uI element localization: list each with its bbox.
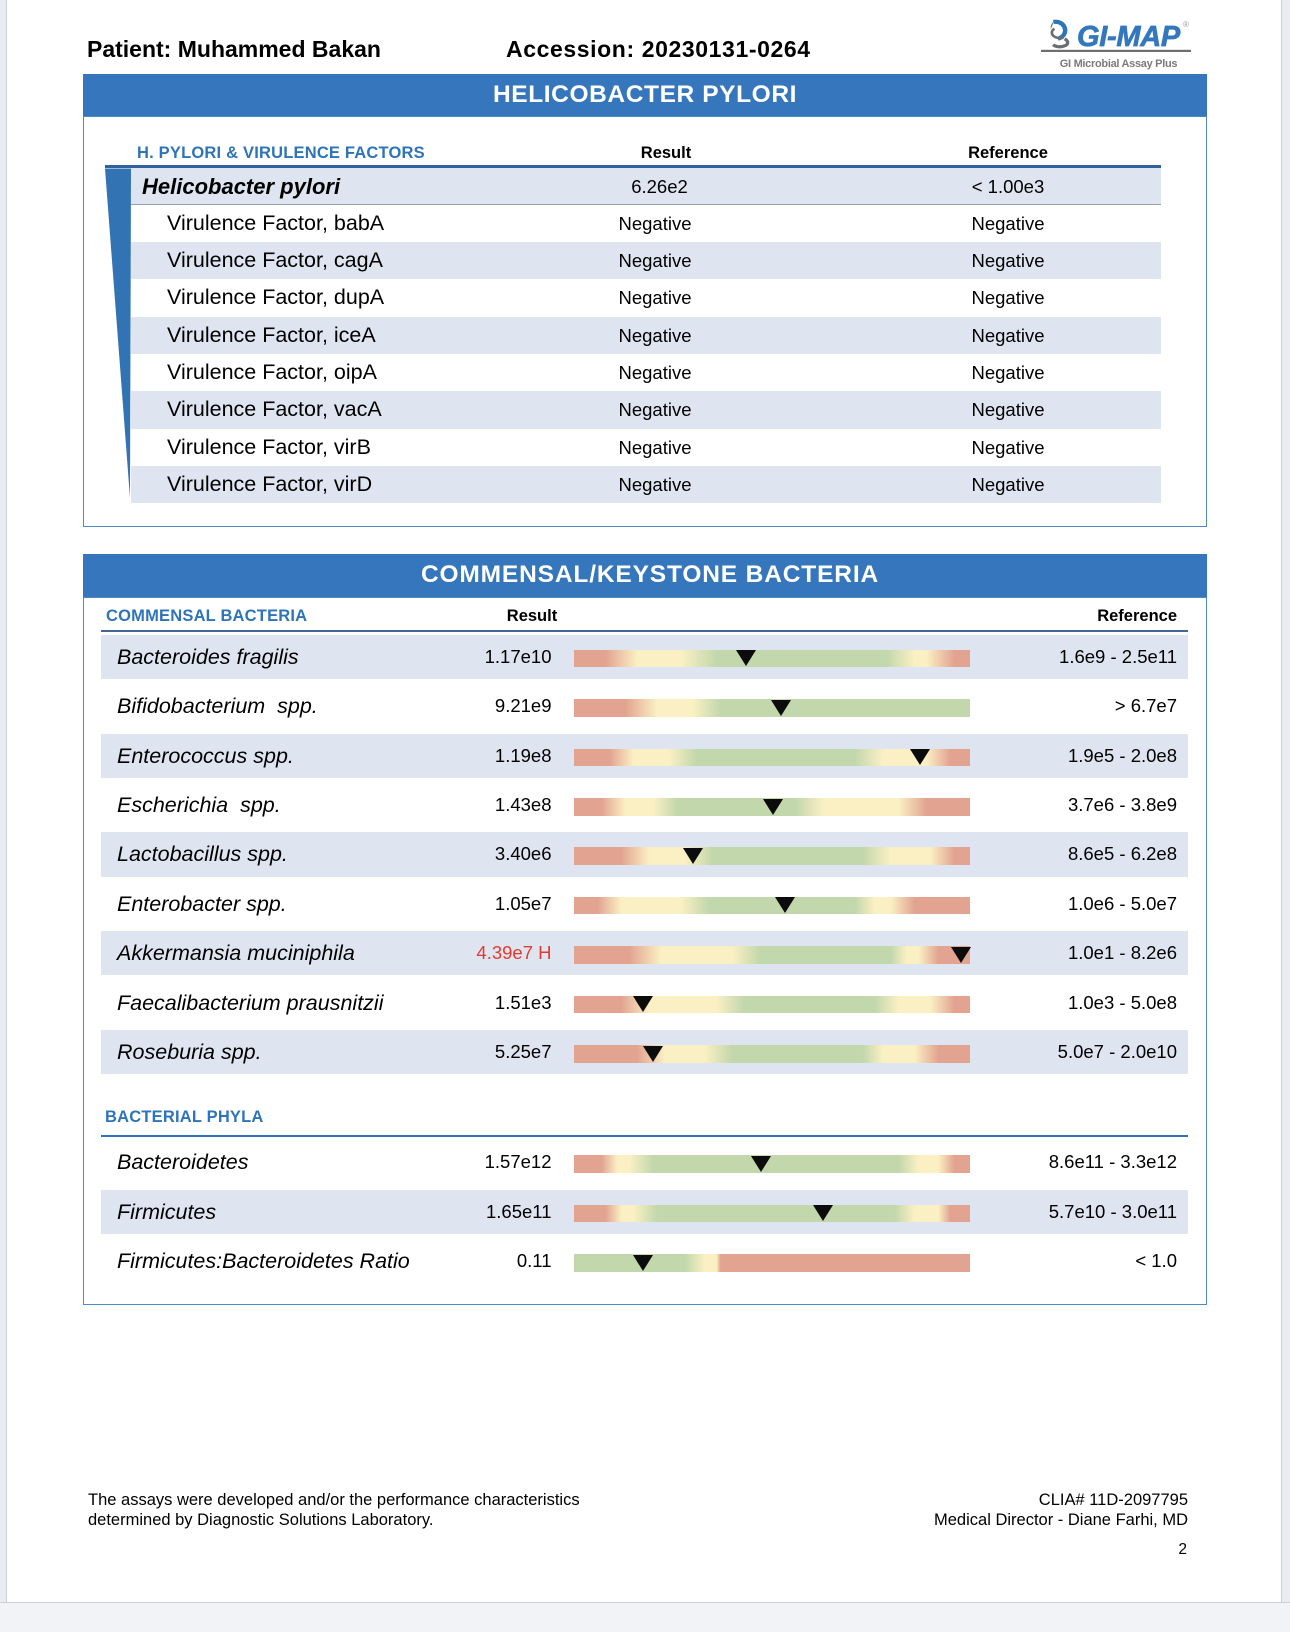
svg-text:®: ®	[1183, 20, 1189, 29]
svg-text:GI-MAP: GI-MAP	[1077, 21, 1181, 53]
svg-text:GI Microbial Assay Plus: GI Microbial Assay Plus	[1060, 58, 1178, 70]
